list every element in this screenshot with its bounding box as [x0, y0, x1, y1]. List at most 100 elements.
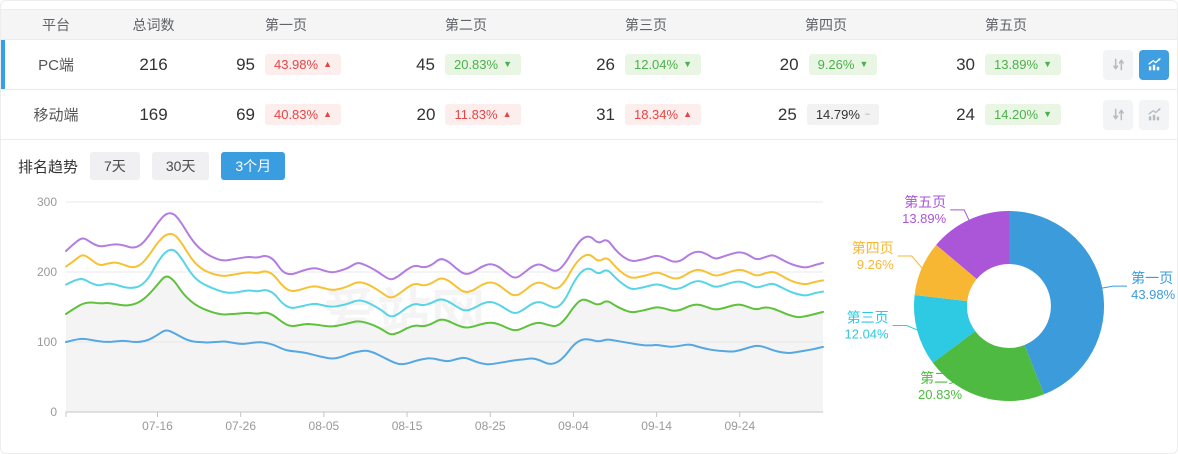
- change-direction-icon: ▲: [502, 109, 512, 119]
- page-5-cell: 30 13.89% ▼: [916, 54, 1096, 75]
- platform-label: 移动端: [33, 107, 79, 124]
- x-tick-label: 09-24: [724, 419, 755, 433]
- slice-percent: 9.26%: [857, 257, 894, 272]
- page-3-cell: 26 12.04% ▼: [556, 54, 736, 75]
- page-1-cell: 69 40.83% ▲: [196, 104, 376, 125]
- page-count: 25: [777, 104, 797, 124]
- trend-tab-30天[interactable]: 30天: [151, 152, 210, 180]
- page-4-cell: 20 9.26% ▼: [736, 54, 916, 75]
- page-2-cell: 45 20.83% ▼: [376, 54, 556, 75]
- slice-label: 第一页: [1131, 270, 1173, 286]
- sort-arrows-icon: [1112, 108, 1124, 121]
- compare-button[interactable]: [1103, 99, 1133, 130]
- table-row[interactable]: 移动端 169 69 40.83% ▲ 20 11.83% ▲ 31 18.34%…: [1, 90, 1177, 140]
- trend-chart-icon: [1147, 108, 1161, 121]
- table-header-row: 平台 总词数 第一页 第二页 第三页 第四页 第五页: [1, 9, 1177, 40]
- platform-label: PC端: [38, 57, 74, 74]
- donut-slice-第三页[interactable]: [913, 295, 976, 363]
- label-leader-line: [892, 325, 919, 331]
- header-page-2: 第二页: [445, 16, 487, 33]
- change-badge: 20.83% ▼: [444, 54, 521, 75]
- trend-bar: 排名趋势 7天 30天 3个月: [1, 150, 1177, 182]
- slice-label: 第二页: [920, 370, 962, 386]
- total-words-value: 216: [139, 54, 168, 74]
- area-fill: [66, 276, 823, 412]
- label-leader-line: [897, 255, 924, 270]
- change-badge: 43.98% ▲: [264, 54, 341, 75]
- donut-slice-第五页[interactable]: [936, 210, 1009, 279]
- change-direction-icon: ▲: [323, 59, 332, 69]
- header-page-5: 第五页: [985, 16, 1027, 33]
- page-count: 26: [596, 54, 615, 74]
- x-tick-label: 08-25: [475, 419, 506, 433]
- change-direction-icon: ▼: [859, 59, 869, 69]
- y-tick-label: 300: [37, 195, 57, 209]
- change-direction-icon: ▼: [1043, 59, 1052, 69]
- trend-tab-3个月[interactable]: 3个月: [221, 152, 286, 180]
- series-line-blue: [65, 329, 824, 366]
- page-share-donut-chart[interactable]: 第一页 43.98% 第二页 20.83% 第三页 12.04% 第四页 9.26% 第五页 13…: [841, 185, 1177, 451]
- donut-slice-第四页[interactable]: [914, 244, 977, 302]
- slice-label: 第三页: [847, 310, 889, 326]
- change-direction-icon: −: [864, 109, 871, 119]
- page-count: 31: [596, 104, 615, 124]
- slice-percent: 12.04%: [845, 327, 890, 342]
- page-count: 95: [236, 54, 255, 74]
- trend-tab-7天[interactable]: 7天: [90, 152, 140, 180]
- page-3-cell: 31 18.34% ▲: [556, 104, 736, 125]
- slice-percent: 13.89%: [902, 211, 947, 226]
- x-tick-label: 09-04: [558, 419, 589, 433]
- header-page-4: 第四页: [805, 16, 847, 33]
- compare-button[interactable]: [1103, 49, 1133, 80]
- header-page-3: 第三页: [625, 16, 667, 33]
- change-badge: 11.83% ▲: [445, 104, 521, 125]
- trend-line-chart[interactable]: 爱站网 07-16 07-26 08-05 08-15 08-25 09-04 09-14 09…: [1, 185, 841, 451]
- row-actions: [1096, 49, 1177, 80]
- page-count: 20: [779, 54, 799, 74]
- page-count: 45: [416, 54, 435, 74]
- selected-row-accent: [1, 90, 5, 139]
- change-badge: 12.04% ▼: [624, 54, 701, 75]
- header-page-1: 第一页: [265, 16, 307, 33]
- change-pct: 11.83%: [454, 107, 498, 122]
- total-words-value: 169: [139, 104, 168, 124]
- slice-percent: 20.83%: [918, 387, 963, 402]
- show-chart-button[interactable]: [1139, 49, 1169, 80]
- change-pct: 18.34%: [633, 107, 679, 122]
- selected-row-accent: [1, 40, 5, 89]
- change-direction-icon: ▼: [1043, 109, 1052, 119]
- y-tick-label: 100: [37, 335, 57, 349]
- series-line-yellow: [65, 232, 824, 299]
- change-badge: 9.26% ▼: [808, 54, 878, 75]
- change-badge: 40.83% ▲: [264, 104, 341, 125]
- change-direction-icon: ▼: [503, 59, 512, 69]
- label-leader-line: [1101, 285, 1128, 289]
- change-badge: 13.89% ▼: [984, 54, 1061, 75]
- y-tick-label: 0: [50, 405, 57, 419]
- change-pct: 13.89%: [993, 57, 1039, 72]
- donut-slice-第二页[interactable]: [932, 331, 1045, 402]
- slice-percent: 43.98%: [1131, 287, 1176, 302]
- x-tick-label: 09-14: [641, 419, 672, 433]
- trend-tabs: 7天 30天 3个月: [90, 152, 286, 180]
- change-direction-icon: ▼: [683, 59, 692, 69]
- change-pct: 9.26%: [817, 57, 855, 72]
- x-tick-label: 08-05: [309, 419, 340, 433]
- change-badge: 14.20% ▼: [984, 104, 1061, 125]
- change-pct: 40.83%: [273, 107, 319, 122]
- series-line-green: [65, 275, 824, 336]
- slice-label: 第五页: [904, 194, 946, 210]
- table-row[interactable]: PC端 216 95 43.98% ▲ 45 20.83% ▼ 26 12.04%…: [1, 40, 1177, 90]
- label-leader-line: [966, 385, 984, 397]
- trend-title: 排名趋势: [18, 158, 79, 176]
- donut-slice-第一页[interactable]: [1009, 210, 1105, 395]
- trend-chart-icon: [1147, 58, 1161, 71]
- page-count: 30: [956, 54, 975, 74]
- change-pct: 12.04%: [633, 57, 679, 72]
- show-chart-button[interactable]: [1139, 99, 1169, 130]
- x-tick-label: 07-16: [142, 419, 173, 433]
- header-total: 总词数: [132, 16, 175, 33]
- page-1-cell: 95 43.98% ▲: [196, 54, 376, 75]
